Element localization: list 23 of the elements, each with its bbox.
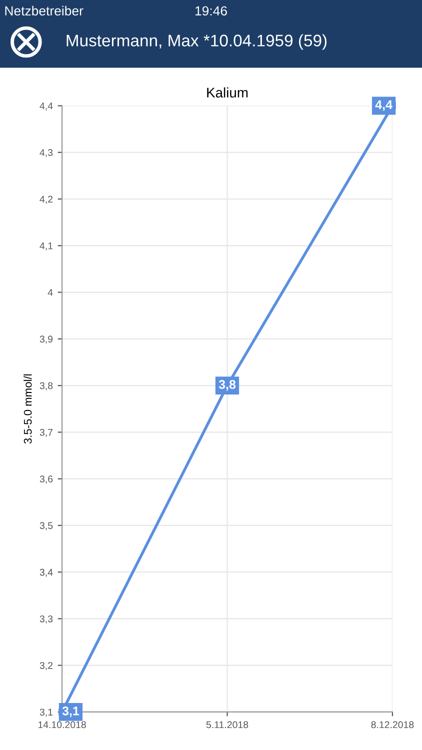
y-tick-label: 3,6	[40, 476, 53, 484]
y-tick-label: 3,9	[40, 336, 53, 344]
y-tick-label: 3,3	[40, 615, 53, 624]
y-tick-label: 4,1	[40, 242, 53, 250]
y-tick-label: 3,5	[40, 522, 53, 530]
y-tick-label: 4,2	[40, 196, 53, 204]
y-tick-label: 3,1	[40, 708, 53, 717]
x-tick-label: 14.10.2018	[38, 721, 86, 728]
y-tick-label: 4,3	[40, 149, 53, 158]
text: Netzbetreiber	[5, 6, 84, 16]
y-tick-label: 4	[48, 289, 53, 296]
chart-title: Kalium	[207, 87, 248, 98]
y-tick-label: 3,8	[40, 382, 53, 390]
text: Mustermann, Max *10.04.1959 (59)	[66, 34, 327, 50]
text: 19:46	[196, 6, 227, 16]
y-tick-label: 3,7	[40, 428, 53, 437]
x-tick-label: 5.11.2018	[206, 721, 248, 728]
data-label: 3,8	[218, 380, 236, 391]
y-tick-label: 3,2	[40, 662, 53, 670]
y-axis-title: 3.5-5.0 mmol/l	[24, 374, 32, 444]
y-tick-label: 4,4	[40, 102, 53, 111]
x-tick-label: 8.12.2018	[371, 721, 414, 728]
y-tick-label: 3,4	[40, 568, 53, 577]
